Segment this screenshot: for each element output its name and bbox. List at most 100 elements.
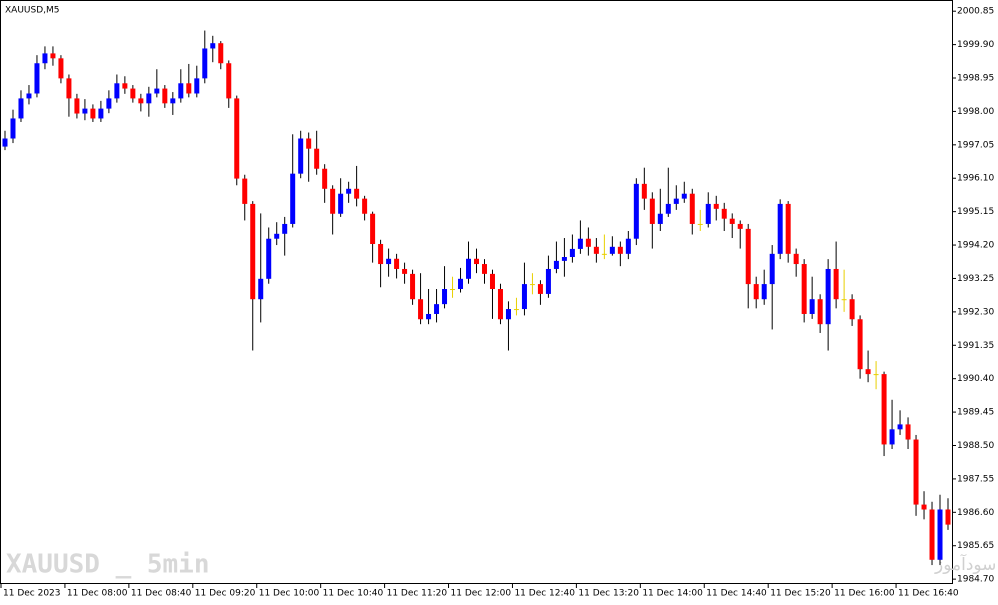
candle-body — [529, 284, 535, 286]
candle-body — [234, 98, 240, 179]
candle-body — [777, 203, 783, 254]
candle-body — [346, 188, 352, 194]
candle-body — [218, 43, 224, 64]
candle-body — [394, 258, 400, 269]
candle-body — [561, 257, 567, 261]
candle-body — [194, 78, 200, 94]
y-tick-label: 1989.45 — [957, 408, 994, 418]
x-tick-label: 11 Dec 10:40 — [323, 589, 384, 599]
candle-body — [809, 299, 815, 314]
candle-body — [226, 63, 232, 99]
candle-body — [162, 88, 168, 104]
y-tick-label: 1990.40 — [957, 374, 994, 384]
candle-body — [737, 223, 743, 229]
candle-body — [418, 299, 424, 320]
candle-body — [298, 138, 304, 174]
candle-body — [681, 193, 687, 199]
y-tick-label: 1997.05 — [957, 140, 994, 150]
candle-body — [10, 118, 16, 139]
candle-body — [553, 260, 559, 269]
x-tick-label: 11 Dec 12:40 — [514, 589, 575, 599]
candle-body — [434, 304, 440, 314]
candle-body — [769, 253, 775, 285]
candle-body — [513, 309, 519, 311]
candle-body — [849, 299, 855, 320]
candle-body — [42, 53, 48, 64]
candle-body — [354, 188, 360, 199]
y-tick-label: 1995.15 — [957, 207, 994, 217]
candle-body — [729, 218, 735, 224]
candle-body — [585, 238, 591, 247]
candle-body — [713, 203, 719, 209]
candle-body — [90, 108, 96, 119]
y-tick-label: 1996.10 — [957, 174, 994, 184]
candle-body — [761, 284, 767, 300]
candle-body — [945, 509, 951, 525]
candle-body — [633, 183, 639, 239]
candle-body — [466, 258, 472, 279]
candle-body — [426, 313, 432, 320]
candle-body — [130, 88, 136, 99]
candle-body — [537, 284, 543, 294]
x-tick-label: 11 Dec 16:40 — [898, 589, 959, 599]
candle-body — [274, 233, 280, 239]
candle-body — [601, 253, 607, 255]
candle-body — [138, 98, 144, 104]
candle-body — [338, 193, 344, 214]
candle-body — [745, 228, 751, 285]
candle-body — [697, 223, 703, 225]
candle-body — [122, 83, 128, 89]
candle-body — [450, 289, 456, 291]
annotation: انتشار در سایت سودآموز — [934, 553, 998, 575]
candle-body — [314, 148, 320, 169]
candle-body — [410, 273, 416, 300]
candle-body — [242, 178, 248, 204]
candle-body — [82, 108, 88, 114]
candle-body — [386, 258, 392, 265]
candle-body — [889, 429, 895, 445]
candle-body — [545, 268, 551, 294]
candle-body — [114, 83, 120, 99]
candle-body — [521, 284, 527, 310]
candle-body — [26, 93, 32, 99]
y-tick-label: 1988.50 — [957, 441, 994, 451]
candle-body — [913, 439, 919, 505]
candle-body — [841, 299, 847, 301]
candle-body — [18, 98, 24, 119]
candle-body — [577, 238, 583, 249]
candle-body — [154, 88, 160, 94]
y-tick-label: 1985.65 — [957, 541, 994, 551]
candle-body — [865, 369, 871, 375]
candle-body — [881, 374, 887, 445]
y-tick-label: 1998.95 — [957, 74, 994, 84]
candle-body — [474, 258, 479, 265]
x-tick-label: 11 Dec 14:00 — [642, 589, 703, 599]
candle-body — [929, 509, 935, 560]
x-tick-label: 11 Dec 12:00 — [451, 589, 512, 599]
candle-body — [721, 208, 727, 219]
x-tick-label: 11 Dec 08:40 — [131, 589, 192, 599]
candle-body — [673, 198, 679, 204]
y-tick-label: 1998.00 — [957, 107, 994, 117]
candle-body — [290, 173, 296, 224]
candle-body — [689, 193, 695, 224]
candle-body — [793, 253, 799, 265]
candle-body — [937, 509, 943, 560]
plot-frame — [0, 0, 953, 584]
y-tick-label: 1984.70 — [957, 575, 994, 585]
candle-body — [210, 43, 216, 49]
y-tick-label: 1994.20 — [957, 241, 994, 251]
candle-body — [458, 278, 464, 290]
candle-body — [74, 98, 80, 114]
candle-body — [442, 289, 448, 305]
candle-body — [58, 58, 64, 79]
candle-body — [98, 108, 104, 119]
candle-body — [625, 238, 631, 254]
candle-body — [497, 289, 503, 320]
candle-body — [266, 238, 272, 279]
candle-body — [665, 203, 671, 214]
candle-body — [801, 264, 807, 314]
y-tick-label: 1993.25 — [957, 274, 994, 284]
candle-body — [2, 138, 8, 147]
